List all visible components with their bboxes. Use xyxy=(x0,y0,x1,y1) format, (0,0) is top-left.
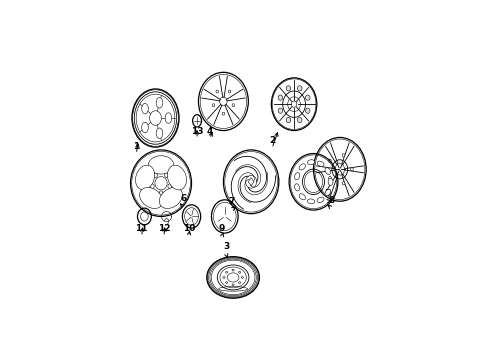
Ellipse shape xyxy=(299,164,306,170)
Ellipse shape xyxy=(159,188,182,208)
Ellipse shape xyxy=(165,173,168,177)
Ellipse shape xyxy=(329,176,331,180)
Ellipse shape xyxy=(305,95,310,100)
Ellipse shape xyxy=(325,168,331,175)
Ellipse shape xyxy=(136,165,155,190)
Text: 10: 10 xyxy=(183,224,195,233)
Text: 3: 3 xyxy=(223,242,229,251)
Text: 7: 7 xyxy=(228,197,235,206)
Ellipse shape xyxy=(140,188,163,208)
Text: 11: 11 xyxy=(135,224,148,233)
Ellipse shape xyxy=(329,159,331,162)
Ellipse shape xyxy=(156,128,163,139)
Text: 1: 1 xyxy=(133,142,139,151)
Ellipse shape xyxy=(216,90,219,93)
Ellipse shape xyxy=(342,154,345,157)
Ellipse shape xyxy=(154,173,157,177)
Ellipse shape xyxy=(148,156,173,174)
Ellipse shape xyxy=(232,104,235,107)
Text: 5: 5 xyxy=(324,189,330,198)
Ellipse shape xyxy=(307,199,315,204)
Ellipse shape xyxy=(165,113,172,123)
Text: 6: 6 xyxy=(180,194,186,203)
Ellipse shape xyxy=(142,103,148,114)
Ellipse shape xyxy=(222,112,224,115)
Ellipse shape xyxy=(168,165,187,190)
Ellipse shape xyxy=(212,104,215,107)
Text: 13: 13 xyxy=(191,126,203,135)
Ellipse shape xyxy=(328,178,333,185)
Text: 9: 9 xyxy=(219,224,225,233)
Text: 12: 12 xyxy=(158,224,170,233)
Ellipse shape xyxy=(286,117,291,123)
Ellipse shape xyxy=(307,160,315,165)
Text: 2: 2 xyxy=(269,136,275,145)
Ellipse shape xyxy=(297,117,302,123)
Ellipse shape xyxy=(156,98,163,108)
Ellipse shape xyxy=(342,182,345,185)
Ellipse shape xyxy=(317,161,324,166)
Ellipse shape xyxy=(286,86,291,91)
Ellipse shape xyxy=(168,184,172,189)
Ellipse shape xyxy=(294,184,300,191)
Ellipse shape xyxy=(297,86,302,91)
Ellipse shape xyxy=(228,90,231,93)
Ellipse shape xyxy=(305,108,310,113)
Ellipse shape xyxy=(150,184,154,189)
Ellipse shape xyxy=(325,189,331,196)
Ellipse shape xyxy=(294,173,300,180)
Ellipse shape xyxy=(317,197,324,202)
Text: 8: 8 xyxy=(328,196,335,205)
Ellipse shape xyxy=(351,168,353,171)
Ellipse shape xyxy=(278,95,283,100)
Text: 4: 4 xyxy=(206,126,213,135)
Ellipse shape xyxy=(159,191,163,195)
Ellipse shape xyxy=(142,122,148,133)
Ellipse shape xyxy=(278,108,283,113)
Ellipse shape xyxy=(299,194,306,200)
